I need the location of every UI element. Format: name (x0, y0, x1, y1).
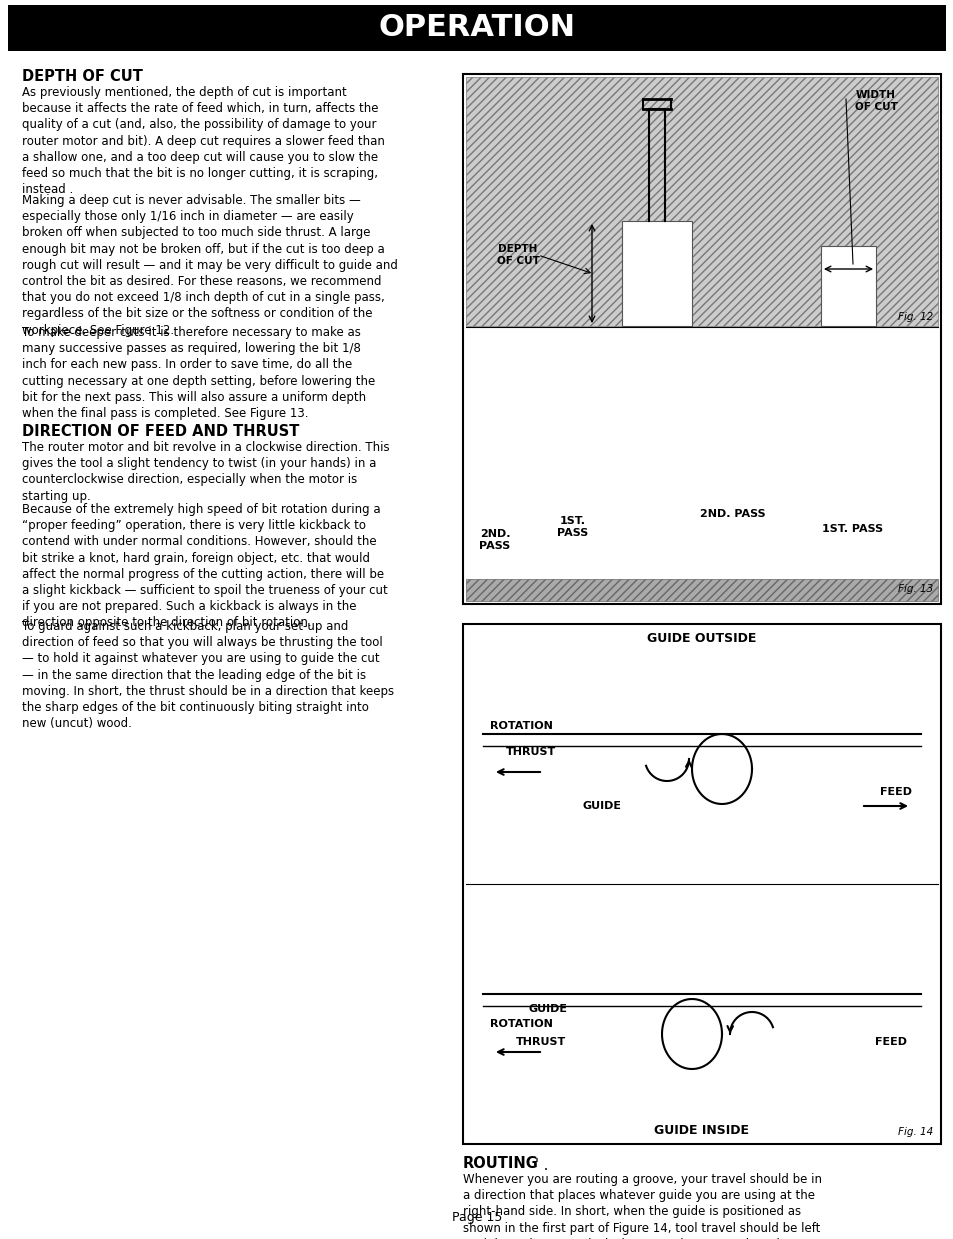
Text: The router motor and bit revolve in a clockwise direction. This
gives the tool a: The router motor and bit revolve in a cl… (22, 441, 389, 503)
Text: ROTATION: ROTATION (489, 721, 552, 731)
Text: 1ST.: 1ST. (559, 515, 585, 527)
Text: DEPTH: DEPTH (497, 244, 537, 254)
Text: OF CUT: OF CUT (497, 256, 538, 266)
Bar (462, 624, 940, 1144)
Bar (8, 5, 945, 51)
Bar (465, 579, 937, 601)
Text: Page 15: Page 15 (452, 1211, 501, 1223)
Bar (465, 77, 937, 326)
Bar (821, 247, 875, 326)
Text: FEED: FEED (879, 787, 911, 797)
Text: OF CUT: OF CUT (854, 102, 897, 112)
Text: Whenever you are routing a groove, your travel should be in
a direction that pla: Whenever you are routing a groove, your … (462, 1173, 821, 1239)
Text: As previously mentioned, the depth of cut is important
because it affects the ra: As previously mentioned, the depth of cu… (22, 85, 384, 196)
Text: Fig. 12: Fig. 12 (897, 312, 932, 322)
Text: THRUST: THRUST (505, 747, 556, 757)
Text: GUIDE INSIDE: GUIDE INSIDE (654, 1124, 749, 1136)
Text: ROUTING: ROUTING (462, 1156, 538, 1171)
Text: To make deeper cuts it is therefore necessary to make as
many successive passes : To make deeper cuts it is therefore nece… (22, 326, 375, 420)
Text: ROTATION: ROTATION (489, 1018, 552, 1030)
Text: Making a deep cut is never advisable. The smaller bits —
especially those only 1: Making a deep cut is never advisable. Th… (22, 195, 397, 337)
Text: Fig. 14: Fig. 14 (897, 1127, 932, 1137)
Bar (621, 221, 691, 326)
Text: GUIDE OUTSIDE: GUIDE OUTSIDE (647, 632, 756, 646)
Text: ' .: ' . (535, 1158, 548, 1173)
Text: 2ND. PASS: 2ND. PASS (700, 509, 765, 519)
Text: Because of the extremely high speed of bit rotation during a
“proper feeding” op: Because of the extremely high speed of b… (22, 503, 387, 629)
Text: DEPTH OF CUT: DEPTH OF CUT (22, 69, 143, 84)
Text: Fig. 13: Fig. 13 (897, 584, 932, 593)
Text: 1ST. PASS: 1ST. PASS (821, 524, 882, 534)
Text: FEED: FEED (874, 1037, 906, 1047)
Text: GUIDE: GUIDE (528, 1004, 567, 1014)
Text: 2ND.: 2ND. (479, 529, 510, 539)
Bar (462, 74, 940, 603)
Text: DIRECTION OF FEED AND THRUST: DIRECTION OF FEED AND THRUST (22, 424, 299, 439)
Text: GUIDE: GUIDE (582, 800, 621, 812)
Text: OPERATION: OPERATION (378, 14, 575, 42)
Text: To guard against such a kickback, plan your set-up and
direction of feed so that: To guard against such a kickback, plan y… (22, 620, 394, 730)
Text: THRUST: THRUST (516, 1037, 565, 1047)
Text: WIDTH: WIDTH (855, 90, 895, 100)
Text: PASS: PASS (557, 528, 588, 538)
Text: PASS: PASS (478, 541, 510, 551)
